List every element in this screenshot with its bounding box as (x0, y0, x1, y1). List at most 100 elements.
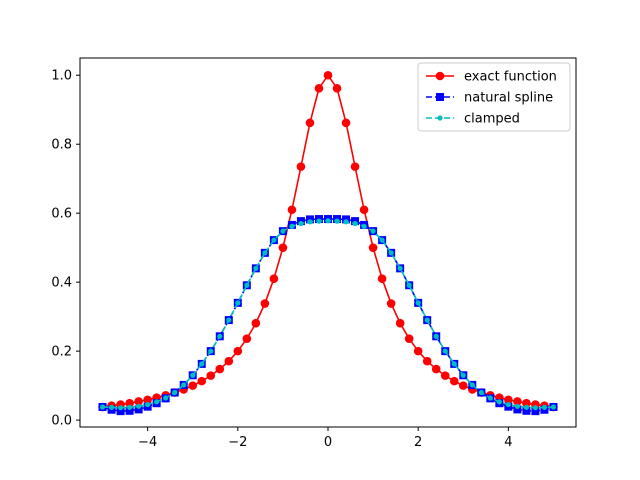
data-point (224, 356, 234, 366)
plot-area (98, 70, 558, 416)
data-point (523, 404, 530, 410)
data-point (513, 397, 522, 406)
data-point (134, 397, 143, 406)
legend-label: clamped (464, 112, 520, 127)
y-tick-label: 0.4 (51, 276, 72, 291)
data-point (197, 376, 207, 386)
data-point (341, 118, 351, 128)
data-point (215, 364, 225, 374)
data-point (307, 219, 313, 225)
data-point (386, 299, 396, 308)
data-point (350, 162, 360, 171)
data-point (235, 300, 241, 306)
data-point (449, 376, 459, 386)
data-point (469, 382, 475, 388)
data-point (496, 399, 502, 405)
data-point (154, 399, 160, 405)
data-point (305, 118, 315, 128)
x-tick-label: 0 (324, 435, 332, 450)
data-point (323, 70, 333, 80)
data-point (217, 333, 223, 339)
legend-label: natural spline (464, 91, 553, 106)
data-point (136, 403, 142, 409)
x-tick-label: −4 (138, 435, 157, 450)
data-point (332, 84, 342, 93)
axes: −4 −2 0 2 4 0.0 0.2 0.4 0.6 0.8 1.0 (51, 57, 577, 450)
y-tick-label: 0.2 (51, 345, 72, 360)
legend-item: natural spline (426, 91, 553, 106)
data-point (134, 405, 143, 414)
data-point (404, 334, 414, 344)
data-point (531, 407, 540, 416)
series-line (102, 218, 554, 412)
data-point (550, 404, 557, 410)
data-point (433, 333, 439, 339)
legend: exact function natural spline clamped (417, 62, 571, 132)
y-tick-label: 0.8 (51, 138, 72, 153)
data-point (99, 404, 106, 410)
x-tick-label: −2 (228, 435, 247, 450)
data-point (108, 404, 115, 410)
series-line (102, 219, 554, 409)
data-point (413, 346, 423, 356)
data-point (370, 228, 376, 234)
data-point (442, 348, 448, 354)
x-tick-label: 4 (504, 435, 512, 450)
data-point (226, 317, 232, 323)
data-point (125, 398, 134, 408)
data-point (127, 404, 133, 410)
data-point (143, 395, 152, 405)
data-point (505, 401, 511, 408)
data-point (395, 318, 405, 328)
data-point (251, 318, 261, 328)
data-point (325, 218, 331, 224)
data-point (188, 381, 198, 390)
data-point (163, 395, 169, 401)
data-point (361, 223, 367, 229)
legend-marker (435, 71, 445, 81)
data-point (343, 219, 349, 225)
data-point (541, 404, 548, 410)
data-point (487, 395, 493, 401)
data-point (451, 361, 457, 367)
y-tick-label: 0.6 (51, 207, 72, 222)
data-point (431, 364, 441, 374)
data-point (513, 405, 522, 414)
data-point (199, 361, 205, 367)
data-point (397, 265, 403, 271)
legend-item: exact function (426, 70, 557, 85)
data-point (522, 406, 531, 415)
data-point (352, 220, 358, 227)
y-tick-label: 0.0 (51, 414, 72, 429)
data-point (298, 220, 304, 227)
legend-box (417, 62, 571, 132)
legend-marker (437, 115, 443, 121)
data-point (514, 403, 520, 409)
data-point (379, 237, 385, 243)
data-point (460, 372, 466, 378)
data-point (278, 243, 288, 252)
data-point (406, 282, 412, 288)
data-point (296, 162, 306, 171)
data-point (415, 300, 421, 306)
data-point (269, 274, 279, 284)
data-point (458, 381, 468, 390)
data-point (244, 282, 250, 288)
data-point (504, 395, 513, 405)
data-point (253, 265, 259, 271)
legend-item: clamped (426, 112, 520, 127)
data-point (532, 405, 539, 411)
data-point (424, 317, 430, 323)
data-point (422, 356, 432, 366)
data-point (287, 205, 297, 215)
x-tick-label: 2 (414, 435, 422, 450)
data-point (206, 371, 216, 380)
data-point (368, 243, 378, 252)
data-point (262, 250, 268, 256)
data-point (233, 346, 243, 356)
data-point (522, 398, 531, 408)
data-point (242, 334, 252, 344)
data-point (280, 228, 286, 234)
data-point (377, 274, 387, 284)
